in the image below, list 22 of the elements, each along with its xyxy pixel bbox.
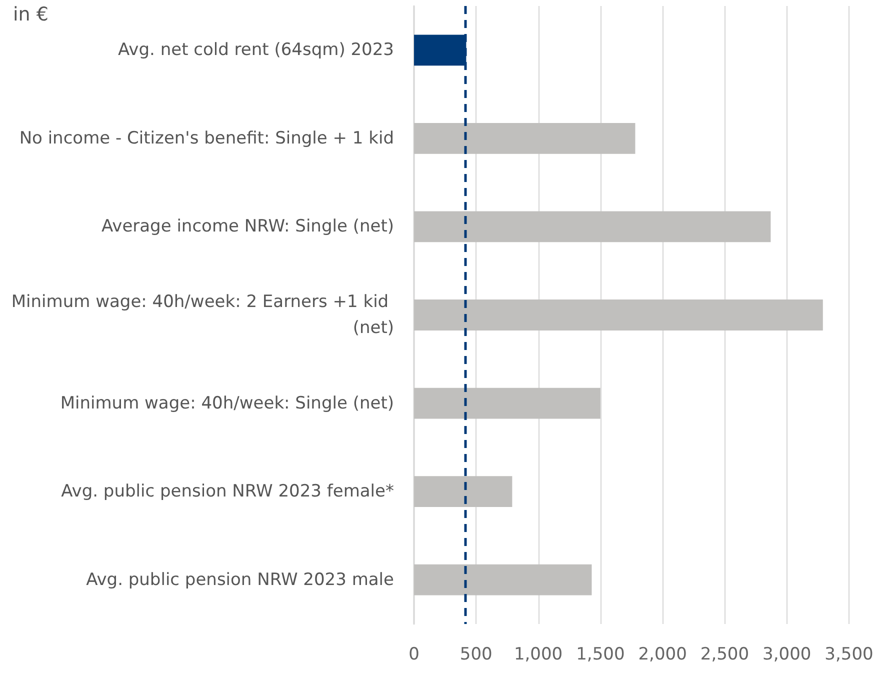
x-tick-label: 1,500 [576,644,625,664]
bar [414,122,636,154]
text: in € [13,4,48,26]
y-tick-label: Avg. net cold rent (64sqm) 2023 [118,40,394,60]
y-tick-label: Avg. public pension NRW 2023 female* [61,482,394,502]
x-tick-label: 2,000 [638,644,687,664]
bar [414,476,512,508]
x-tick-label: 500 [460,644,492,664]
x-tick-label: 3,500 [824,644,874,664]
x-tick-label: 3,000 [762,644,812,664]
bar [414,388,600,419]
y-tick-label: No income - Citizen's benefit: Single + 1 kid [19,128,394,148]
x-tick-label: 2,500 [700,644,750,664]
bar [414,300,823,330]
y-tick-label: Minimum wage: 40h/week: 2 Earners +1 kid (net) [11,292,394,338]
bar [414,564,592,596]
y-tick-label: Avg. public pension NRW 2023 male [86,570,394,590]
bar [414,211,771,242]
x-tick-label: 0 [408,644,420,664]
y-tick-label: Minimum wage: 40h/week: Single (net) [60,393,394,414]
y-tick-label: Average income NRW: Single (net) [102,216,394,237]
x-tick-label: 1,000 [514,644,563,664]
